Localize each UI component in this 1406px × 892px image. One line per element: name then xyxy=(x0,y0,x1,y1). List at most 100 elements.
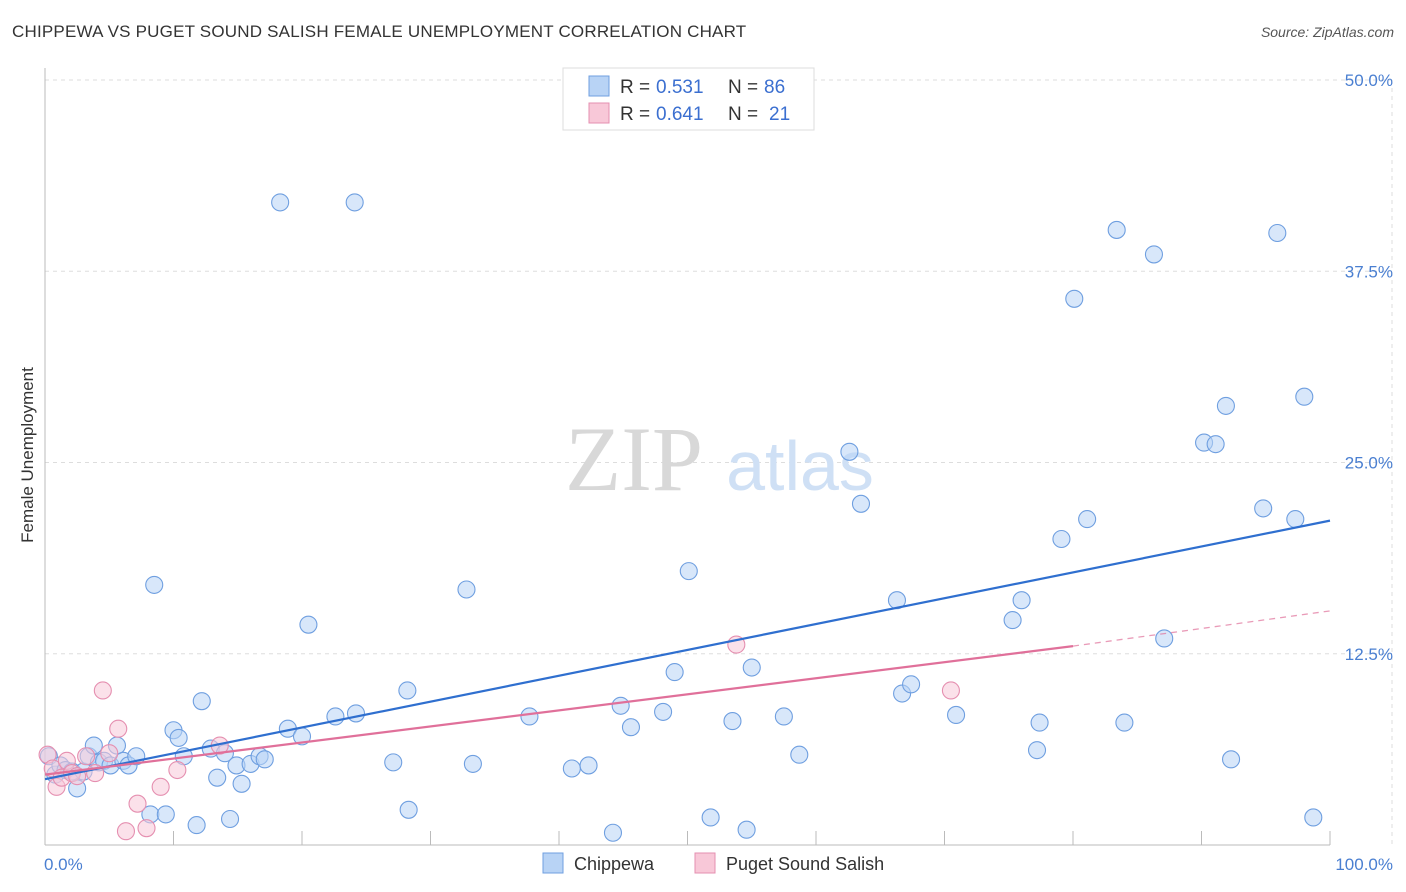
chippewa-point xyxy=(790,745,809,764)
chippewa-point xyxy=(1065,289,1084,308)
chippewa-point xyxy=(299,615,318,634)
salish-point xyxy=(151,777,170,796)
chippewa-point xyxy=(271,193,290,212)
chippewa-point xyxy=(1027,741,1047,760)
x-tick-label: 100.0% xyxy=(1335,855,1393,874)
chippewa-point xyxy=(611,696,630,715)
chippewa-point xyxy=(1115,713,1134,732)
salish-point xyxy=(116,822,136,841)
legend-r-label-chippewa: R = xyxy=(620,77,650,98)
legend-n-label-salish: N = xyxy=(728,104,758,125)
chippewa-point xyxy=(579,756,598,775)
y-axis-label: Female Unemployment xyxy=(18,367,37,543)
chippewa-point xyxy=(603,823,623,842)
chippewa-point xyxy=(1107,220,1126,239)
chippewa-point xyxy=(1304,808,1323,827)
chippewa-point xyxy=(255,750,274,769)
chippewa-point xyxy=(723,712,742,731)
chippewa-point xyxy=(1144,245,1164,264)
axes xyxy=(44,68,1331,846)
legend-n-label-chippewa: N = xyxy=(728,77,758,98)
chippewa-point xyxy=(1286,510,1305,529)
legend-r-label-salish: R = xyxy=(620,104,650,125)
chippewa-point xyxy=(1078,510,1097,529)
bottom-legend-swatch-chippewa xyxy=(542,852,564,874)
chart-title: CHIPPEWA VS PUGET SOUND SALISH FEMALE UN… xyxy=(12,22,747,41)
chippewa-point xyxy=(346,704,366,723)
chippewa-point xyxy=(902,675,921,694)
salish-point xyxy=(941,681,960,700)
y-tick-label: 50.0% xyxy=(1345,71,1393,90)
grid-lines xyxy=(45,79,1393,845)
chippewa-point xyxy=(398,681,417,700)
chippewa-point xyxy=(1216,396,1235,415)
bottom-legend-swatch-salish xyxy=(694,852,716,874)
salish-trend-line-extension xyxy=(1072,610,1331,647)
y-tick-label: 37.5% xyxy=(1345,262,1393,281)
salish-point xyxy=(93,681,112,700)
chippewa-point xyxy=(851,494,871,513)
chippewa-point xyxy=(701,808,720,827)
chippewa-point xyxy=(457,580,476,599)
chippewa-point xyxy=(208,768,227,787)
chippewa-point xyxy=(399,800,418,819)
legend-n-value-chippewa: 86 xyxy=(764,77,785,98)
chippewa-point xyxy=(562,759,581,778)
x-tick-label: 0.0% xyxy=(44,855,83,874)
chippewa-point xyxy=(192,692,211,711)
bottom-legend-salish: Puget Sound Salish xyxy=(726,854,884,874)
chippewa-point xyxy=(654,702,673,721)
chippewa-point xyxy=(345,193,364,212)
chippewa-point xyxy=(1295,387,1314,406)
legend-swatch-chippewa xyxy=(588,75,610,97)
chippewa-point xyxy=(947,705,966,725)
chippewa-point xyxy=(1155,629,1174,648)
chippewa-point xyxy=(1012,591,1031,610)
salish-points xyxy=(38,635,960,841)
watermark-atlas: atlas xyxy=(726,427,874,505)
chippewa-point xyxy=(169,728,188,747)
watermark-zip: ZIP xyxy=(565,408,703,510)
salish-point xyxy=(100,744,119,763)
correlation-legend: R = 0.531 N = 86 R = 0.641 N = 21 xyxy=(562,67,815,131)
chippewa-trend-line xyxy=(44,519,1331,781)
trend-lines xyxy=(44,519,1331,781)
chippewa-point xyxy=(665,663,684,682)
chippewa-point xyxy=(840,442,859,461)
series-legend: Chippewa Puget Sound Salish xyxy=(542,852,884,874)
bottom-legend-chippewa: Chippewa xyxy=(574,854,655,874)
chippewa-point xyxy=(1030,713,1049,732)
chippewa-point xyxy=(463,754,482,773)
salish-point xyxy=(128,794,147,813)
salish-point xyxy=(109,719,128,738)
chippewa-point xyxy=(156,805,175,824)
tick-labels: 12.5% 25.0% 37.5% 50.0% 0.0% 100.0% xyxy=(44,71,1393,874)
chippewa-point xyxy=(520,707,539,726)
chippewa-point xyxy=(384,753,403,772)
legend-r-value-chippewa: 0.531 xyxy=(656,77,704,98)
y-tick-label: 12.5% xyxy=(1345,645,1393,664)
legend-swatch-salish xyxy=(588,102,610,124)
chippewa-point xyxy=(1222,750,1241,769)
chippewa-points xyxy=(39,193,1323,842)
legend-r-value-salish: 0.641 xyxy=(656,104,704,125)
chippewa-point xyxy=(1254,499,1273,518)
chippewa-point xyxy=(679,562,698,581)
chippewa-point xyxy=(742,658,761,677)
chippewa-point xyxy=(145,575,164,594)
chippewa-point xyxy=(220,809,240,829)
y-tick-label: 25.0% xyxy=(1345,454,1393,473)
chippewa-point xyxy=(1003,611,1022,630)
chippewa-point xyxy=(737,820,756,839)
legend-n-value-salish: 21 xyxy=(769,104,790,125)
chippewa-point xyxy=(1206,435,1225,454)
chippewa-point xyxy=(1052,529,1071,549)
chippewa-point xyxy=(187,816,206,835)
chippewa-point xyxy=(621,718,641,737)
salish-trend-line xyxy=(44,645,1074,776)
salish-point xyxy=(77,747,96,766)
source-credit: Source: ZipAtlas.com xyxy=(1260,24,1394,40)
chippewa-point xyxy=(774,707,793,726)
salish-point xyxy=(168,760,187,780)
